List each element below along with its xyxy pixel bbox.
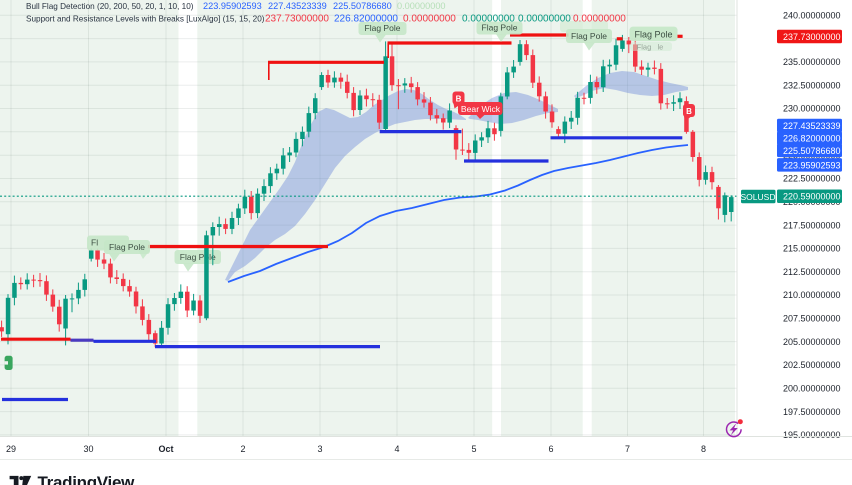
svg-text:Flag Pole: Flag Pole [109, 242, 145, 252]
svg-text:235.00000000: 235.00000000 [783, 57, 841, 67]
svg-text:Bull Flag Detection (20, 200,: Bull Flag Detection (20, 200, 50, 20, 1,… [26, 2, 194, 11]
svg-text:Flag Pole: Flag Pole [634, 29, 672, 39]
svg-text:232.50000000: 232.50000000 [783, 80, 841, 90]
svg-text:Oct: Oct [158, 444, 173, 454]
svg-text:226.82000000: 226.82000000 [334, 14, 398, 25]
svg-text:226.82000000: 226.82000000 [783, 134, 841, 144]
svg-text:2: 2 [240, 444, 245, 454]
svg-text:205.00000000: 205.00000000 [783, 337, 841, 347]
svg-text:207.50000000: 207.50000000 [783, 314, 841, 324]
svg-text:6: 6 [548, 444, 553, 454]
svg-text:237.73000000: 237.73000000 [265, 14, 329, 25]
svg-text:202.50000000: 202.50000000 [783, 360, 841, 370]
svg-text:Support and Resistance Levels: Support and Resistance Levels with Break… [26, 15, 265, 24]
svg-text:240.00000000: 240.00000000 [783, 11, 841, 21]
svg-text:215.00000000: 215.00000000 [783, 244, 841, 254]
svg-text:0.00000000: 0.00000000 [397, 1, 446, 11]
svg-text:Fl: Fl [91, 238, 98, 248]
svg-text:227.43523339: 227.43523339 [783, 121, 841, 131]
svg-text:210.00000000: 210.00000000 [783, 290, 841, 300]
svg-text:200.00000000: 200.00000000 [783, 384, 841, 394]
svg-text:197.50000000: 197.50000000 [783, 407, 841, 417]
svg-text:Bear Wick: Bear Wick [461, 104, 501, 114]
svg-text:223.95902593: 223.95902593 [783, 160, 841, 170]
svg-text:212.50000000: 212.50000000 [783, 267, 841, 277]
svg-text:220.59000000: 220.59000000 [783, 192, 841, 202]
svg-text:Flag Pole: Flag Pole [180, 252, 216, 262]
svg-text:237.73000000: 237.73000000 [783, 32, 841, 42]
svg-text:7: 7 [625, 444, 630, 454]
svg-text:0.00000000: 0.00000000 [462, 14, 515, 25]
svg-text:225.50786680: 225.50786680 [783, 146, 841, 156]
svg-text:Flag Pole: Flag Pole [482, 23, 518, 33]
svg-text:222.50000000: 222.50000000 [783, 174, 841, 184]
svg-text:B: B [456, 94, 462, 103]
svg-text:8: 8 [701, 444, 706, 454]
svg-text:0.00000000: 0.00000000 [573, 14, 626, 25]
svg-text:223.95902593: 223.95902593 [203, 1, 262, 11]
svg-text:Flag Pole: Flag Pole [365, 23, 401, 33]
svg-text:217.50000000: 217.50000000 [783, 220, 841, 230]
svg-text:Flag le: Flag le [637, 43, 664, 52]
svg-text:B: B [686, 107, 692, 116]
svg-text:227.43523339: 227.43523339 [268, 1, 327, 11]
svg-text:0.00000000: 0.00000000 [403, 14, 456, 25]
svg-text:30: 30 [83, 444, 93, 454]
svg-text:230.00000000: 230.00000000 [783, 104, 841, 114]
svg-text:TradingView: TradingView [38, 473, 136, 485]
svg-text:Flag Pole: Flag Pole [571, 31, 607, 41]
svg-text:5: 5 [471, 444, 476, 454]
svg-text:195.00000000: 195.00000000 [783, 430, 841, 440]
svg-text:29: 29 [6, 444, 16, 454]
svg-text:225.50786680: 225.50786680 [333, 1, 392, 11]
svg-text:3: 3 [317, 444, 322, 454]
svg-text:4: 4 [394, 444, 399, 454]
svg-text:0.00000000: 0.00000000 [518, 14, 571, 25]
svg-text:SOLUSD: SOLUSD [741, 192, 776, 202]
